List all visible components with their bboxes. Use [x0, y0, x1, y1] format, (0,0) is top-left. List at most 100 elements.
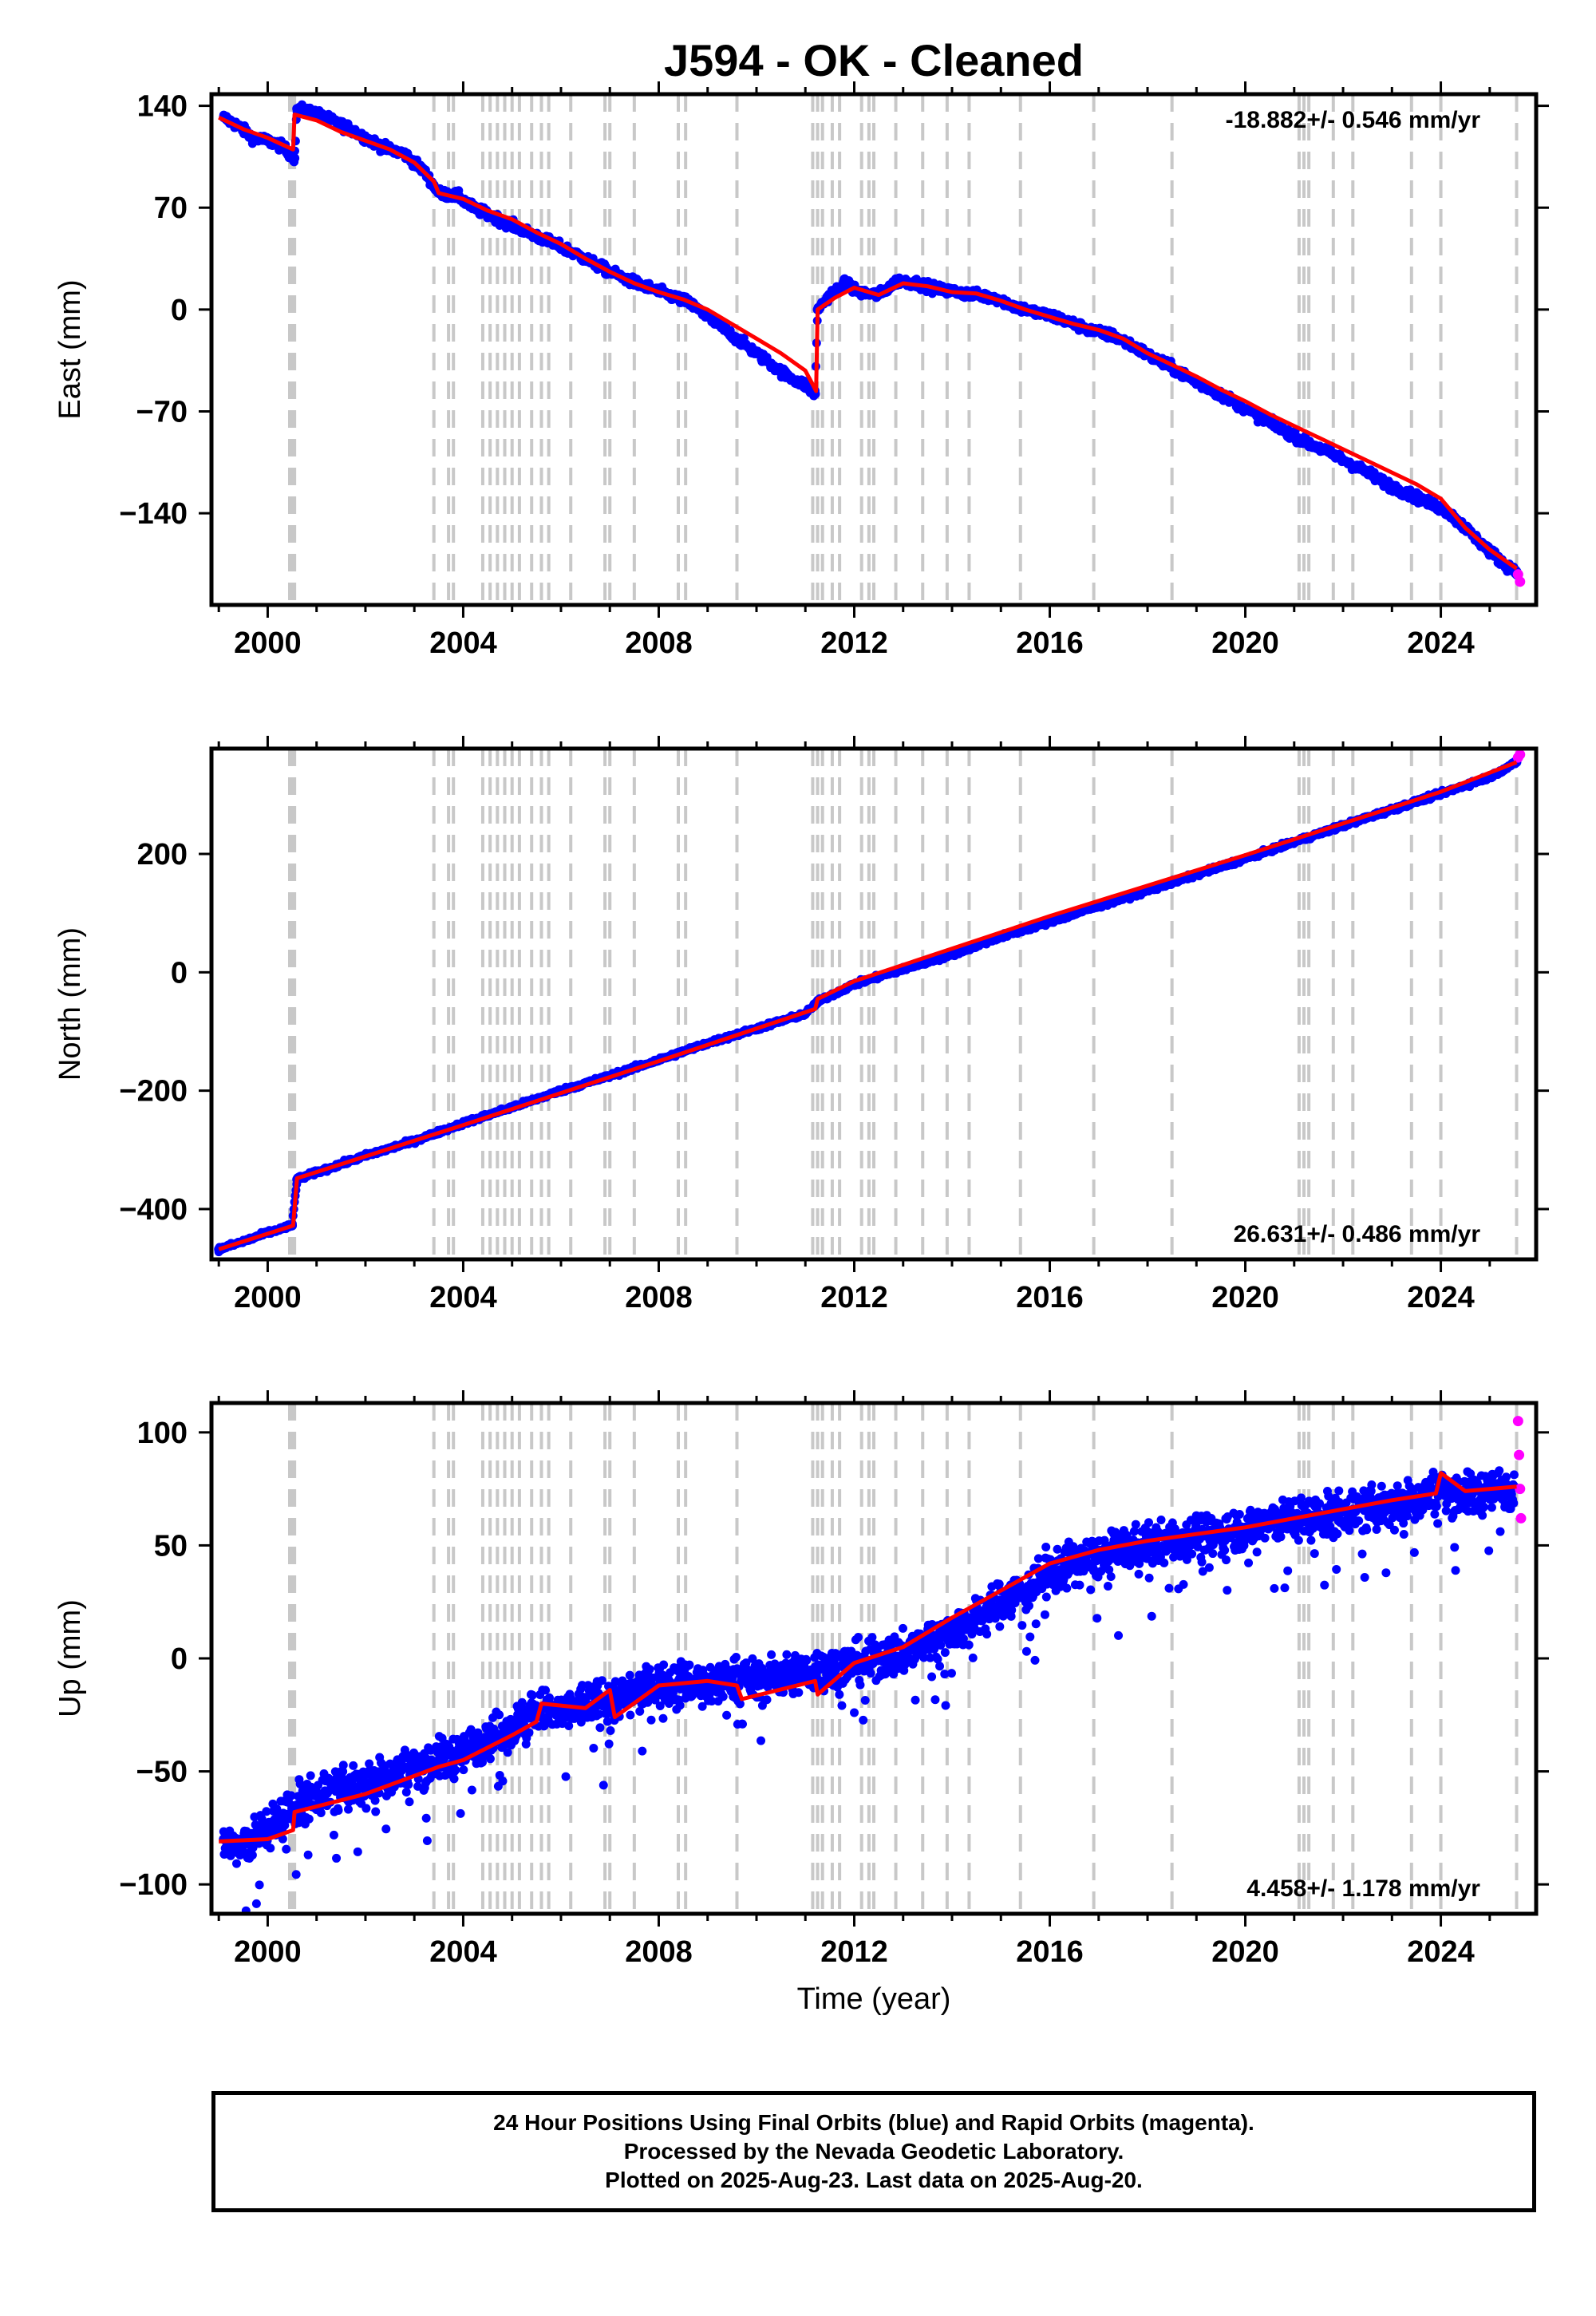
final-orbit-point — [451, 1765, 460, 1775]
y-tick-label: 0 — [171, 294, 188, 327]
final-orbit-point — [306, 1771, 315, 1780]
final-orbit-point — [1284, 428, 1294, 438]
final-orbit-point — [597, 1676, 606, 1686]
model-line — [218, 113, 1518, 571]
final-orbit-point — [625, 1670, 634, 1680]
final-orbit-point — [292, 104, 302, 114]
final-orbit-point — [477, 1757, 487, 1767]
final-orbit-point — [422, 1836, 432, 1845]
final-orbit-point — [947, 950, 958, 960]
final-orbit-point — [589, 1744, 598, 1753]
velocity-rate-label: -18.882+/- 0.546 mm/yr — [1226, 107, 1481, 133]
x-tick-label: 2008 — [625, 1281, 693, 1314]
plot-frame — [209, 746, 1539, 1262]
final-orbit-point — [255, 1880, 264, 1890]
east-panel: 2000 2004 2008 2012 2016 2020 2024140700−70−14… — [53, 81, 1549, 660]
y-tick-label: −140 — [119, 497, 188, 531]
final-orbit-point — [329, 1830, 338, 1840]
final-orbit-point — [338, 1767, 348, 1777]
plot-area — [218, 94, 1526, 605]
final-orbit-point — [1401, 488, 1412, 498]
x-tick-label: 2004 — [429, 1281, 497, 1314]
final-orbit-point — [503, 1748, 512, 1757]
rapid-orbit-point — [1515, 749, 1526, 760]
final-orbit-point — [334, 1806, 343, 1816]
figure-title: J594 - OK - Cleaned — [664, 35, 1084, 85]
final-orbit-point — [247, 1851, 257, 1860]
final-orbit-point — [1245, 406, 1255, 417]
final-orbit-point — [371, 1807, 381, 1816]
x-tick-label: 2012 — [820, 1281, 888, 1314]
x-tick-label: 2020 — [1211, 1281, 1279, 1314]
final-orbit-point — [405, 1797, 414, 1807]
final-orbit-point — [635, 1706, 645, 1716]
final-orbit-point — [381, 1824, 391, 1834]
x-tick-label: 2000 — [234, 1281, 302, 1314]
final-orbit-point — [467, 1785, 476, 1795]
y-tick-label: −200 — [119, 1075, 188, 1109]
final-orbit-point — [685, 1660, 694, 1670]
final-orbit-point — [524, 1728, 534, 1737]
final-orbit-point — [800, 380, 811, 390]
final-orbit-point — [1265, 418, 1275, 429]
final-orbit-point — [780, 370, 791, 380]
final-orbit-point — [338, 1761, 348, 1770]
model-line — [218, 760, 1518, 1251]
final-orbit-point — [659, 1660, 669, 1670]
final-orbit-point — [421, 1813, 431, 1823]
final-orbit-point — [349, 1761, 358, 1770]
final-orbit-point — [370, 1796, 380, 1805]
final-orbit-point — [498, 1777, 508, 1786]
final-orbit-point — [401, 1788, 411, 1797]
final-orbit-point — [282, 1844, 291, 1854]
final-orbit-point — [658, 1713, 668, 1723]
final-orbit-point — [280, 1820, 290, 1830]
plot-area — [214, 749, 1526, 1259]
final-orbit-point — [449, 1774, 459, 1784]
x-tick-label: 2020 — [1211, 626, 1279, 660]
final-orbit-point — [598, 1780, 608, 1790]
final-orbit-point — [306, 106, 317, 117]
final-orbit-point — [262, 1807, 271, 1816]
final-orbit-point — [541, 1686, 551, 1695]
final-orbit-point — [326, 115, 337, 125]
final-orbit-point — [485, 1754, 495, 1764]
final-orbit-point — [353, 1847, 362, 1856]
final-orbit-point — [839, 279, 850, 289]
final-orbit-point — [266, 1844, 275, 1853]
final-orbit-point — [697, 1701, 707, 1711]
final-orbit-point — [459, 1765, 468, 1775]
up-panel: 2000 2004 2008 2012 2016 2020 2024100500−50−10… — [53, 1390, 1549, 1969]
final-orbit-point — [404, 1780, 413, 1789]
final-orbit-point — [332, 1853, 342, 1863]
final-orbit-point — [702, 311, 713, 322]
plot-frame — [209, 92, 1539, 607]
final-orbit-point — [343, 1804, 353, 1814]
rapid-orbit-point — [1515, 576, 1526, 587]
y-tick-label: −70 — [136, 395, 188, 429]
x-tick-label: 2004 — [429, 626, 497, 660]
final-orbit-point — [564, 1721, 574, 1730]
final-orbit-point — [595, 1723, 605, 1733]
y-tick-label: 140 — [137, 90, 188, 124]
final-orbit-point — [761, 355, 772, 366]
final-orbit-point — [291, 1870, 301, 1879]
x-tick-label: 2016 — [1016, 1281, 1084, 1314]
final-orbit-point — [1421, 496, 1432, 507]
y-tick-label: 200 — [137, 838, 188, 871]
final-orbit-point — [1343, 457, 1353, 468]
final-orbit-point — [604, 1739, 614, 1749]
final-orbit-point — [576, 1717, 586, 1727]
y-axis-label: North (mm) — [53, 927, 87, 1081]
final-orbit-point — [626, 1710, 635, 1720]
final-orbit-point — [365, 1759, 374, 1769]
final-orbit-point — [303, 1850, 313, 1860]
final-orbit-point — [1323, 447, 1333, 457]
final-orbit-point — [304, 1814, 314, 1824]
velocity-rate-label: 26.631+/- 0.486 mm/yr — [1234, 1221, 1481, 1247]
x-tick-label: 2008 — [625, 626, 693, 660]
final-orbit-point — [655, 1701, 665, 1710]
final-orbit-point — [231, 1859, 241, 1868]
final-orbit-point — [278, 1834, 287, 1844]
y-tick-label: −400 — [119, 1193, 188, 1227]
